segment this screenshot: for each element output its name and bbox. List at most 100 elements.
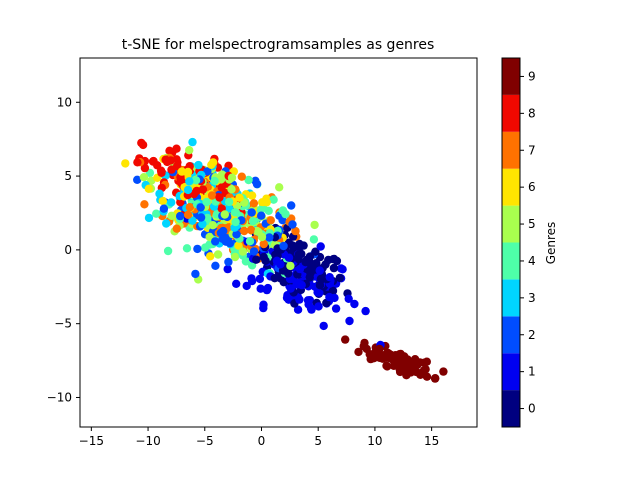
scatter-point xyxy=(232,279,241,288)
scatter-point xyxy=(213,250,223,259)
scatter-point xyxy=(315,281,325,290)
scatter-point xyxy=(422,372,432,381)
scatter-point xyxy=(329,263,339,273)
scatter-point xyxy=(133,175,142,184)
scatter-point xyxy=(224,204,234,213)
colorbar-tick-label: 8 xyxy=(528,106,536,120)
scatter-point xyxy=(257,211,266,220)
colorbar-tick-label: 1 xyxy=(528,365,536,379)
scatter-point xyxy=(265,233,274,242)
scatter-point xyxy=(203,213,212,223)
scatter-point xyxy=(240,226,249,236)
scatter-point xyxy=(183,185,193,195)
scatter-point xyxy=(185,146,194,155)
colorbar-tick-label: 7 xyxy=(528,143,536,157)
scatter-point xyxy=(172,224,181,233)
scatter-point xyxy=(172,144,181,153)
scatter-point xyxy=(306,304,316,313)
colorbar-label: Genres xyxy=(544,222,558,265)
scatter-point xyxy=(152,209,161,218)
scatter-point xyxy=(183,210,193,219)
scatter-point xyxy=(293,305,303,314)
scatter-point xyxy=(283,269,293,278)
scatter-point xyxy=(140,200,149,209)
scatter-point xyxy=(159,204,169,213)
scatter-point xyxy=(227,173,237,182)
scatter-point xyxy=(341,335,350,344)
scatter-point xyxy=(191,176,201,185)
scatter-point xyxy=(237,172,246,181)
scatter-point xyxy=(299,241,308,250)
scatter-point xyxy=(185,203,195,212)
scatter-point xyxy=(261,256,270,265)
y-tick-label: 5 xyxy=(64,169,72,183)
scatter-point xyxy=(198,219,207,229)
x-tick-label: −15 xyxy=(79,434,104,448)
scatter-point xyxy=(148,157,158,166)
colorbar-segment xyxy=(502,58,520,95)
y-axis: −10 −5 0 5 10 xyxy=(47,95,80,404)
scatter-point xyxy=(369,354,379,363)
colorbar: 0 1 2 3 4 5 6 7 8 9 xyxy=(501,57,536,428)
scatter-point xyxy=(121,159,130,168)
scatter-point xyxy=(275,183,284,192)
scatter-point xyxy=(270,274,279,283)
scatter-point xyxy=(316,242,325,251)
scatter-point xyxy=(234,241,243,250)
scatter-point xyxy=(288,220,297,229)
scatter-point xyxy=(196,213,206,222)
scatter-point xyxy=(344,294,353,303)
scatter-point xyxy=(249,247,259,256)
scatter-point xyxy=(224,197,234,207)
scatter-point xyxy=(224,257,233,267)
scatter-point xyxy=(345,316,354,326)
scatter-point xyxy=(207,191,217,200)
x-tick-label: 0 xyxy=(258,434,266,448)
chart-title: t-SNE for melspectrogramsamples as genre… xyxy=(122,37,435,53)
scatter-point xyxy=(319,321,328,331)
scatter-point xyxy=(301,258,310,267)
scatter-point xyxy=(359,342,368,351)
scatter-point xyxy=(247,274,256,283)
scatter-point xyxy=(144,213,154,223)
scatter-point xyxy=(354,347,363,357)
scatter-point xyxy=(284,253,294,262)
scatter-point xyxy=(415,358,424,367)
scatter-point xyxy=(338,265,347,274)
scatter-point xyxy=(225,239,235,248)
scatter-point xyxy=(252,179,262,189)
scatter-point xyxy=(325,273,334,282)
y-tick-label: −5 xyxy=(54,317,72,331)
scatter-point xyxy=(279,278,288,287)
scatter-point xyxy=(314,302,323,311)
scatter-point xyxy=(361,306,370,316)
scatter-point xyxy=(257,232,267,242)
scatter-point xyxy=(176,175,185,185)
scatter-point xyxy=(203,167,212,176)
scatter-point xyxy=(256,284,265,293)
scatter-point xyxy=(139,173,149,182)
scatter-point xyxy=(157,168,166,177)
scatter-point xyxy=(309,235,319,244)
scatter-point xyxy=(311,247,320,256)
scatter-point xyxy=(219,226,228,236)
colorbar-segment xyxy=(502,316,520,354)
colorbar-tick-label: 5 xyxy=(528,217,536,231)
scatter-point xyxy=(288,241,297,250)
scatter-point xyxy=(350,299,359,309)
scatter-point xyxy=(188,216,197,225)
scatter-point xyxy=(259,300,268,309)
scatter-point xyxy=(230,208,240,217)
scatter-point xyxy=(331,304,341,313)
scatter-point xyxy=(244,175,253,185)
scatter-point xyxy=(328,286,338,296)
scatter-point xyxy=(158,196,167,206)
scatter-point xyxy=(295,264,305,274)
colorbar-segment xyxy=(502,279,520,317)
scatter-point xyxy=(155,189,164,198)
scatter-point xyxy=(335,273,344,283)
scatter-point xyxy=(191,269,200,279)
scatter-point xyxy=(316,274,326,284)
scatter-point xyxy=(183,167,193,177)
